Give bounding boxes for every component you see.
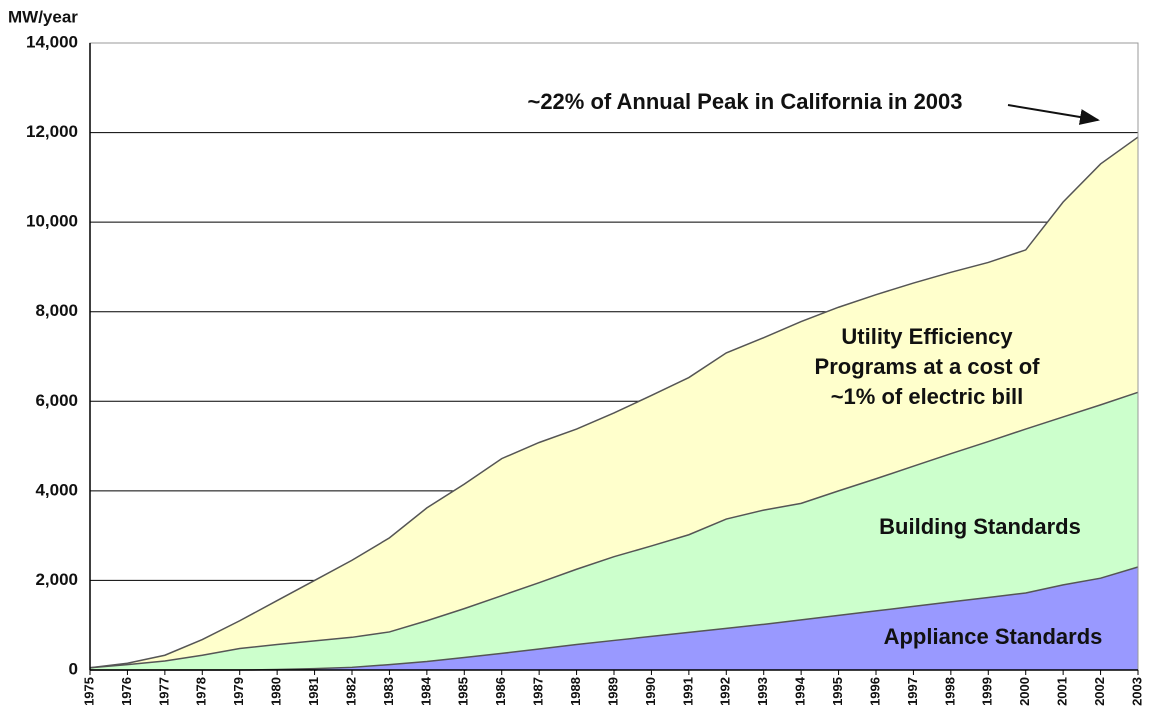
area: [90, 392, 1138, 670]
x-tick-label: 1990: [643, 677, 658, 706]
x-tick-label: 1992: [718, 677, 733, 706]
x-tick-label: 1996: [867, 677, 882, 706]
x-tick-label: 1985: [456, 677, 471, 706]
y-tick-label: 2,000: [35, 570, 78, 589]
x-tick-label: 1999: [980, 677, 995, 706]
y-tick-label: 12,000: [26, 122, 78, 141]
y-axis-label: MW/year: [8, 7, 78, 26]
y-tick-label: 0: [69, 659, 78, 678]
annotation: Appliance Standards: [884, 624, 1103, 649]
area: [90, 566, 1138, 670]
x-tick-label: 1982: [343, 677, 358, 706]
y-tick-label: 8,000: [35, 301, 78, 320]
y-tick-label: 10,000: [26, 212, 78, 231]
x-tick-label: 1998: [942, 677, 957, 706]
annotation: Utility Efficiency: [841, 324, 1013, 349]
y-tick-label: 14,000: [26, 32, 78, 51]
annotation-arrow: [1007, 104, 1100, 125]
area: [90, 137, 1138, 668]
x-tick-label: 2001: [1055, 677, 1070, 706]
x-tick-label: 2000: [1017, 677, 1032, 706]
x-tick-label: 1989: [605, 677, 620, 706]
x-tick-label: 1993: [755, 677, 770, 706]
x-tick-label: 1994: [793, 676, 808, 706]
x-tick-label: 1975: [81, 677, 96, 706]
annotation: Programs at a cost of: [815, 354, 1041, 379]
annotation: Building Standards: [879, 514, 1081, 539]
x-tick-label: 1979: [231, 677, 246, 706]
area-edge: [89, 136, 1139, 669]
x-tick-label: 1991: [680, 677, 695, 706]
x-tick-label: 1984: [418, 676, 433, 706]
x-tick-label: 1988: [568, 677, 583, 706]
x-tick-label: 1997: [905, 677, 920, 706]
y-tick-label: 6,000: [35, 391, 78, 410]
x-tick-label: 2003: [1129, 677, 1144, 706]
x-tick-label: 1986: [493, 677, 508, 706]
x-tick-label: 1981: [306, 677, 321, 706]
x-tick-label: 2002: [1092, 677, 1107, 706]
x-tick-label: 1976: [119, 677, 134, 706]
x-tick-label: 1977: [156, 677, 171, 706]
x-tick-label: 1980: [269, 677, 284, 706]
y-tick-label: 4,000: [35, 480, 78, 499]
x-tick-label: 1987: [531, 677, 546, 706]
annotation: ~1% of electric bill: [831, 384, 1024, 409]
annotation: ~22% of Annual Peak in California in 200…: [527, 89, 962, 114]
x-tick-label: 1978: [194, 677, 209, 706]
x-tick-label: 1983: [381, 677, 396, 706]
x-tick-label: 1995: [830, 677, 845, 706]
area-edge: [89, 391, 1139, 669]
